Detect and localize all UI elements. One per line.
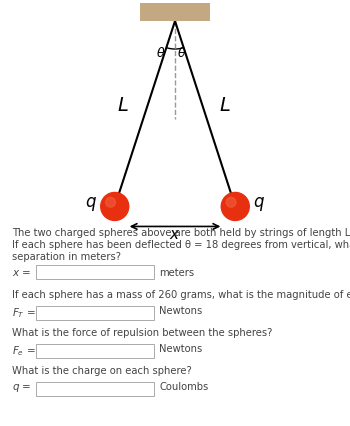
- Text: Newtons: Newtons: [159, 344, 202, 354]
- Circle shape: [221, 193, 249, 221]
- Text: $q$: $q$: [253, 196, 265, 213]
- Text: $\theta$: $\theta$: [156, 46, 166, 60]
- Text: $x$ =: $x$ =: [12, 268, 31, 278]
- Text: What is the force of repulsion between the spheres?: What is the force of repulsion between t…: [12, 328, 272, 338]
- Text: $F_T$ =: $F_T$ =: [12, 306, 36, 320]
- Text: $q$: $q$: [85, 196, 97, 213]
- Text: $L$: $L$: [117, 96, 129, 115]
- Text: $q$ =: $q$ =: [12, 382, 32, 394]
- Text: separation in meters?: separation in meters?: [12, 252, 121, 262]
- Bar: [36, 382, 154, 396]
- Circle shape: [101, 193, 129, 221]
- Text: $L$: $L$: [219, 96, 231, 115]
- Text: meters: meters: [159, 268, 194, 278]
- Circle shape: [106, 197, 116, 207]
- Text: Newtons: Newtons: [159, 306, 202, 316]
- Text: The two charged spheres above are both held by strings of length L = 75 centimet: The two charged spheres above are both h…: [12, 228, 350, 238]
- Text: $\theta$: $\theta$: [177, 46, 187, 60]
- Text: If each sphere has been deflected θ = 18 degrees from vertical, what is their: If each sphere has been deflected θ = 18…: [12, 240, 350, 250]
- Text: What is the charge on each sphere?: What is the charge on each sphere?: [12, 366, 192, 376]
- Bar: [36, 306, 154, 320]
- Bar: [140, 3, 210, 21]
- Text: $x$: $x$: [169, 227, 181, 242]
- Circle shape: [226, 197, 236, 207]
- Bar: [36, 265, 154, 279]
- Text: $F_e$ =: $F_e$ =: [12, 344, 36, 358]
- Text: Coulombs: Coulombs: [159, 382, 208, 392]
- Text: If each sphere has a mass of 260 grams, what is the magnitude of each tension fo: If each sphere has a mass of 260 grams, …: [12, 290, 350, 300]
- Bar: [36, 344, 154, 358]
